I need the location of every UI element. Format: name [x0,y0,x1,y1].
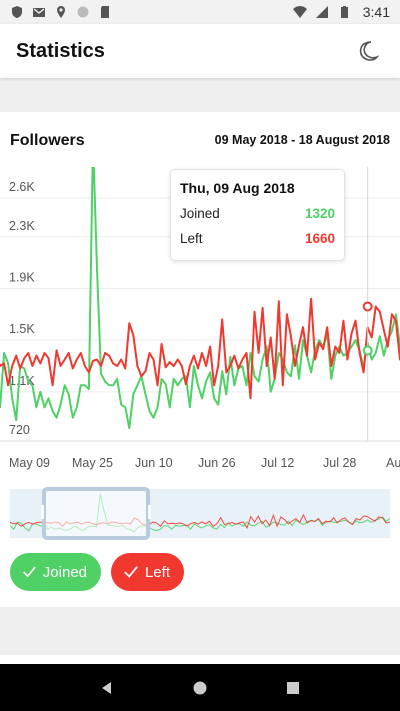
tooltip-row-left: Left 1660 [180,231,335,246]
sd-card-icon [101,6,109,18]
tooltip-date: Thu, 09 Aug 2018 [180,180,295,196]
next-card-edge [0,655,400,664]
tooltip-row-joined: Joined 1320 [180,206,335,221]
navigator-window[interactable] [42,487,150,540]
y-tick-label: 1.1K [9,374,35,388]
filter-joined-button[interactable]: Joined [10,553,101,591]
signal-icon [315,6,328,18]
followers-card: Followers 09 May 2018 - 18 August 2018 7… [0,112,400,607]
wifi-icon [292,6,307,18]
date-range: 09 May 2018 - 18 August 2018 [214,133,390,147]
x-tick-label: Jul 12 [261,456,294,470]
series-line-joined [0,167,400,429]
navigator-left-handle[interactable] [41,505,44,519]
recents-icon[interactable] [285,680,301,696]
card-title: Followers [10,132,85,149]
tooltip-value: 1660 [304,231,335,246]
series-line-left [0,297,400,400]
tooltip-label: Left [180,231,203,246]
x-tick-label: Au [386,456,400,470]
navigator-right-handle[interactable] [148,505,151,519]
tooltip-value: 1320 [304,206,335,221]
shield-icon [12,6,22,18]
page-title: Statistics [16,39,105,62]
check-icon [23,566,36,578]
x-tick-label: May 09 [9,456,50,470]
status-bar: 3:41 [0,0,400,24]
system-nav-bar [0,664,400,711]
theme-toggle-button[interactable] [356,37,384,65]
home-icon[interactable] [192,680,208,696]
x-tick-label: Jul 28 [323,456,356,470]
y-tick-label: 1.5K [9,322,35,336]
range-navigator[interactable] [0,487,400,543]
filter-label: Left [144,563,170,581]
y-tick-label: 1.9K [9,270,35,284]
highlight-point-joined [362,345,373,356]
y-tick-label: 2.6K [9,180,35,194]
chart-tooltip: Thu, 09 Aug 2018 Joined 1320 Left 1660 [170,169,345,261]
tooltip-label: Joined [180,206,220,221]
location-icon [57,6,65,18]
y-tick-label: 720 [9,423,30,437]
followers-chart[interactable]: 720 1.1K 1.5K 1.9K 2.3K 2.6K May 09 May 25 Jun 1… [0,167,400,472]
x-tick-label: Jun 10 [135,456,173,470]
app-bar: Statistics [0,24,400,78]
filter-label: Joined [42,563,87,581]
y-tick-label: 2.3K [9,219,35,233]
series-filters: Joined Left [10,553,184,591]
back-icon[interactable] [99,680,115,696]
clock: 3:41 [362,4,390,20]
highlight-point-left [362,301,373,312]
x-tick-label: May 25 [72,456,113,470]
x-tick-label: Jun 26 [198,456,236,470]
battery-icon [340,6,348,18]
circle-icon [77,6,89,18]
gmail-icon [33,8,45,17]
check-icon [124,566,138,578]
moon-icon [359,41,380,61]
filter-left-button[interactable]: Left [111,553,184,591]
